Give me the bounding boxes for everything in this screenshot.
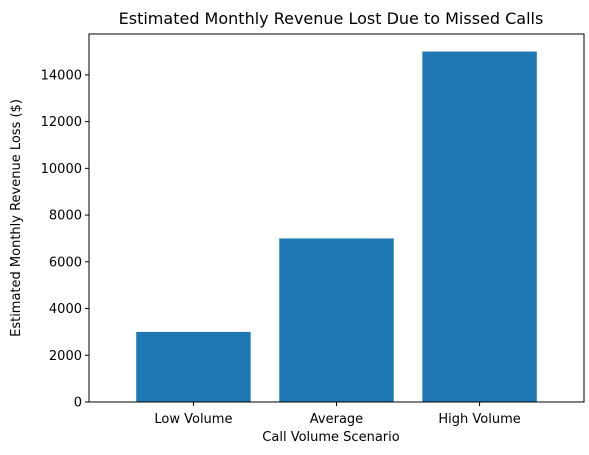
y-tick-label: 14000	[41, 68, 82, 83]
plot-frame	[88, 33, 585, 403]
chart-title: Estimated Monthly Revenue Lost Due to Mi…	[119, 9, 544, 28]
x-axis-label: Call Volume Scenario	[262, 430, 399, 445]
y-tick-label: 6000	[49, 255, 82, 270]
y-axis-label: Estimated Monthly Revenue Loss ($)	[9, 99, 24, 337]
bar-high-volume	[422, 51, 537, 403]
bar-low-volume	[136, 331, 251, 402]
plot-area: Low Volume Average High Volume 0 2000 4000 600…	[41, 51, 537, 427]
x-tick-label: Average	[310, 412, 363, 427]
y-tick-label: 0	[74, 396, 82, 411]
x-tick-label: Low Volume	[154, 412, 232, 427]
x-tick-label: High Volume	[438, 412, 520, 427]
y-tick-label: 10000	[41, 162, 82, 177]
y-tick-label: 12000	[41, 115, 82, 130]
y-tick-label: 2000	[49, 349, 82, 364]
y-tick-label: 8000	[49, 209, 82, 224]
y-tick-label: 4000	[49, 302, 82, 317]
bar-average	[279, 238, 394, 402]
